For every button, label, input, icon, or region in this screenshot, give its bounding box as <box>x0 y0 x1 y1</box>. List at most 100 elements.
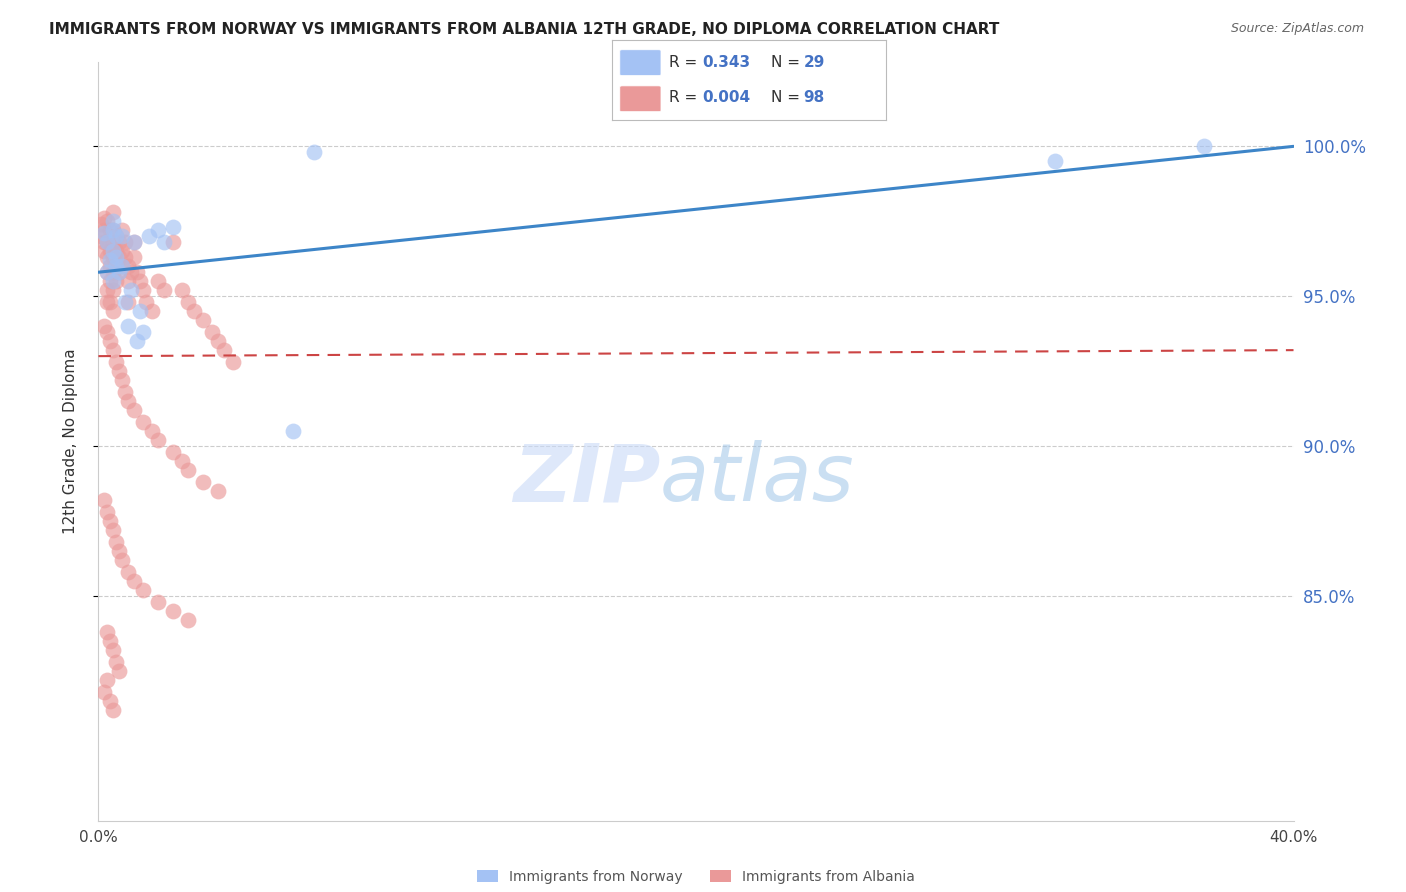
Point <box>108 664 131 678</box>
Point <box>90 217 112 231</box>
Point <box>96 283 118 297</box>
Text: R =: R = <box>669 90 703 105</box>
Point <box>132 325 155 339</box>
Point <box>103 214 125 228</box>
Point <box>103 274 125 288</box>
Point <box>148 595 170 609</box>
Point <box>162 220 184 235</box>
Point <box>96 214 118 228</box>
Point <box>105 229 128 244</box>
Point <box>108 544 131 558</box>
Point <box>103 304 125 318</box>
Point <box>105 259 128 273</box>
Point <box>111 223 134 237</box>
Point <box>93 319 115 334</box>
Point <box>98 274 122 288</box>
Point <box>207 334 229 348</box>
Point <box>98 334 122 348</box>
Text: IMMIGRANTS FROM NORWAY VS IMMIGRANTS FROM ALBANIA 12TH GRADE, NO DIPLOMA CORRELA: IMMIGRANTS FROM NORWAY VS IMMIGRANTS FRO… <box>49 22 1000 37</box>
Point <box>98 253 122 268</box>
Point <box>120 265 142 279</box>
Point <box>111 553 134 567</box>
Point <box>172 283 194 297</box>
Point <box>96 295 118 310</box>
Text: atlas: atlas <box>661 441 855 518</box>
Point <box>162 445 184 459</box>
Point <box>114 250 136 264</box>
Point <box>93 685 115 699</box>
Point <box>103 244 125 259</box>
Point <box>96 624 118 639</box>
Point <box>103 250 125 264</box>
Point <box>117 259 139 273</box>
Y-axis label: 12th Grade, No Diploma: 12th Grade, No Diploma <box>63 349 77 534</box>
Text: R =: R = <box>669 54 703 70</box>
Point <box>96 235 118 250</box>
Point <box>132 415 155 429</box>
Point <box>162 235 184 250</box>
FancyBboxPatch shape <box>620 86 661 112</box>
FancyBboxPatch shape <box>620 50 661 76</box>
Point <box>96 673 118 687</box>
Point <box>98 223 122 237</box>
Point <box>103 235 125 250</box>
Point <box>120 283 142 297</box>
Legend: Immigrants from Norway, Immigrants from Albania: Immigrants from Norway, Immigrants from … <box>471 864 921 889</box>
Point <box>108 265 131 279</box>
Point <box>162 604 184 618</box>
Point <box>117 295 139 310</box>
Point <box>132 582 155 597</box>
Point <box>105 274 128 288</box>
Point <box>103 703 125 717</box>
Point <box>103 642 125 657</box>
Point <box>93 211 115 226</box>
Point <box>201 325 224 339</box>
Point <box>302 145 325 160</box>
Point <box>111 259 134 273</box>
Point <box>148 274 170 288</box>
Point <box>129 274 152 288</box>
Point <box>96 505 118 519</box>
Point <box>105 250 128 264</box>
Point <box>108 364 131 378</box>
Point <box>105 655 128 669</box>
Point <box>105 535 128 549</box>
Point <box>96 325 118 339</box>
Point <box>111 373 134 387</box>
Point <box>98 244 122 259</box>
Point <box>96 250 118 264</box>
Text: 0.343: 0.343 <box>702 54 751 70</box>
Point <box>114 235 136 250</box>
Point <box>153 235 176 250</box>
Point <box>124 403 146 417</box>
Point <box>96 265 118 279</box>
Text: 0.004: 0.004 <box>702 90 751 105</box>
Point <box>141 304 163 318</box>
Point <box>124 235 146 250</box>
Point <box>212 343 235 358</box>
Point <box>127 334 149 348</box>
Point <box>90 229 112 244</box>
Point <box>135 295 157 310</box>
Point <box>127 265 149 279</box>
Point <box>98 259 122 273</box>
Point <box>177 463 200 477</box>
Point <box>103 223 125 237</box>
Point <box>117 565 139 579</box>
Point <box>132 283 155 297</box>
Point <box>111 244 134 259</box>
Point <box>98 633 122 648</box>
Text: 29: 29 <box>804 54 825 70</box>
Point <box>108 250 131 264</box>
Point <box>103 343 125 358</box>
Point <box>103 283 125 297</box>
Point <box>117 274 139 288</box>
Point <box>148 223 170 237</box>
Point <box>191 313 214 327</box>
Point <box>222 355 245 369</box>
Point <box>177 295 200 310</box>
Point <box>98 514 122 528</box>
Point <box>148 433 170 447</box>
Point <box>153 283 176 297</box>
Point <box>1192 139 1215 153</box>
